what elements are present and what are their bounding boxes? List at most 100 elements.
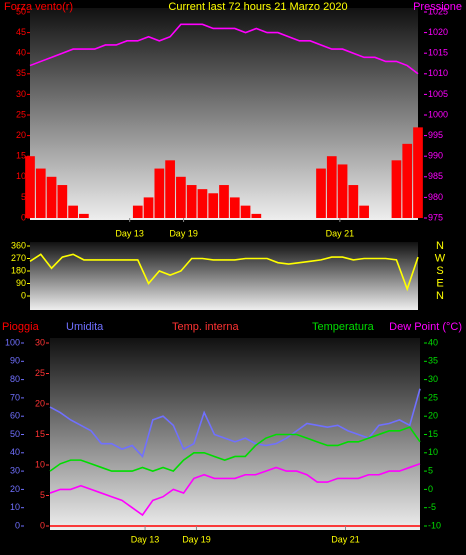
y-tick-label: 80 (10, 374, 20, 384)
y-tick-label: 20 (35, 398, 45, 408)
bar (337, 164, 348, 218)
y-tick-label: 40 (428, 337, 438, 347)
x-tick-label: Day 19 (169, 228, 198, 238)
y-tick-label: 20 (428, 411, 438, 421)
bar (35, 168, 46, 218)
bar (348, 185, 359, 218)
y-tick-label: -10 (428, 520, 441, 530)
y-tick-label: 35 (16, 68, 26, 78)
series-line (49, 426, 421, 473)
y-tick-label: 20 (10, 484, 20, 494)
bar (326, 156, 337, 218)
y-tick-label: 270 (11, 253, 26, 263)
bar (46, 176, 57, 218)
y-tick-label: 10 (10, 502, 20, 512)
y-tick-label: 10 (428, 447, 438, 457)
y-tick-label: 30 (10, 465, 20, 475)
x-tick-label: Day 21 (331, 534, 360, 544)
bar (132, 205, 143, 218)
bar (413, 127, 423, 218)
y-tick-label: 995 (428, 130, 443, 140)
y-tick-label: 1015 (428, 48, 448, 58)
x-tick-label: Day 13 (115, 228, 144, 238)
series-line (29, 253, 419, 292)
plot-area (30, 242, 418, 310)
y-tick-label: 35 (428, 356, 438, 366)
bar (251, 213, 262, 218)
y-tick-label: 0 (428, 484, 433, 494)
y-tick-label: 15 (428, 429, 438, 439)
plot-area (30, 8, 418, 220)
y-tick-label: 10 (35, 459, 45, 469)
series-line (49, 463, 421, 517)
y-tick-label: 980 (428, 192, 443, 202)
y-tick-label: 180 (11, 265, 26, 275)
legend-entry: Dew Point (°C) (389, 321, 462, 333)
y-tick-label: 1020 (428, 27, 448, 37)
y-tick-label: 1010 (428, 68, 448, 78)
y-tick-label: 15 (35, 429, 45, 439)
bar (57, 185, 68, 218)
y-tick-label: 30 (35, 337, 45, 347)
bar (25, 156, 35, 218)
bar (402, 143, 413, 218)
y-tick-label: 100 (5, 337, 20, 347)
x-tick-label: Day 13 (131, 534, 160, 544)
bar (240, 205, 251, 218)
y-tick-label: 15 (16, 151, 26, 161)
chart-title: Current last 72 hours 21 Marzo 2020 (168, 1, 347, 13)
bar (359, 205, 369, 218)
y-tick-label: 985 (428, 171, 443, 181)
direction-label: E (436, 277, 443, 289)
y-tick-label: 0 (15, 520, 20, 530)
y-tick-label: 50 (10, 429, 20, 439)
y-tick-label: 40 (10, 447, 20, 457)
y-tick-label: 90 (10, 356, 20, 366)
bar (186, 185, 197, 218)
legend-entry: Pioggia (2, 321, 40, 333)
y-tick-label: 40 (16, 48, 26, 58)
x-tick-label: Day 19 (182, 534, 211, 544)
y-tick-label: 5 (21, 192, 26, 202)
bar (219, 185, 229, 218)
y-tick-label: 990 (428, 151, 443, 161)
y-tick-label: -5 (428, 502, 436, 512)
y-tick-label: 1005 (428, 89, 448, 99)
y-tick-label: 30 (16, 89, 26, 99)
y-tick-label: 5 (40, 490, 45, 500)
y-tick-label: 1000 (428, 109, 448, 119)
bar (229, 197, 240, 218)
bar (316, 168, 326, 218)
series-line (29, 23, 419, 75)
bar (176, 176, 186, 218)
direction-label: N (436, 240, 444, 252)
y-tick-label: 0 (21, 212, 26, 222)
y-tick-label: 90 (16, 278, 26, 288)
direction-label: N (436, 290, 444, 302)
bar (197, 189, 208, 218)
bar (79, 213, 89, 218)
axis-label: Pressione (413, 1, 462, 13)
legend-entry: Umidita (66, 321, 104, 333)
y-tick-label: 975 (428, 212, 443, 222)
y-tick-label: 5 (428, 465, 433, 475)
y-tick-label: 60 (10, 411, 20, 421)
y-tick-label: 25 (428, 392, 438, 402)
y-tick-label: 1025 (428, 6, 448, 16)
y-tick-label: 0 (40, 520, 45, 530)
y-tick-label: 30 (428, 374, 438, 384)
legend-entry: Temp. interna (172, 321, 240, 333)
x-tick-label: Day 21 (326, 228, 355, 238)
y-tick-label: 25 (16, 109, 26, 119)
bar (68, 205, 78, 218)
y-tick-label: 45 (16, 27, 26, 37)
plot-area (50, 338, 420, 530)
y-tick-label: 50 (16, 6, 26, 16)
y-tick-label: 20 (16, 130, 26, 140)
bar (143, 197, 154, 218)
bar (208, 193, 219, 218)
axis-label: Forza vento(r) (4, 1, 73, 13)
legend-entry: Temperatura (312, 321, 375, 333)
y-tick-label: 360 (11, 240, 26, 250)
